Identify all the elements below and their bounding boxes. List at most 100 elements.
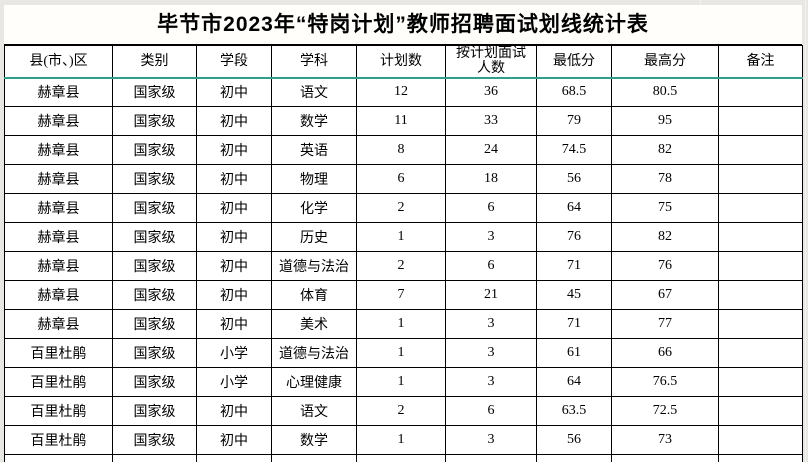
cell-plan-count[interactable]: 8 [356, 135, 446, 165]
column-header-category[interactable]: 类别 [112, 45, 197, 79]
cell-max-score[interactable]: 78 [611, 164, 719, 194]
cell-stage[interactable]: 初中 [196, 106, 272, 136]
cell-remarks[interactable] [718, 367, 803, 397]
cell-county[interactable]: 赫章县 [4, 164, 113, 194]
cell-interview-count[interactable]: 6 [445, 251, 537, 281]
cell-plan-count[interactable]: 2 [356, 251, 446, 281]
cell-subject[interactable]: 物理 [271, 164, 357, 194]
cell-category[interactable]: 国家级 [112, 396, 197, 426]
cell-plan-count[interactable]: 11 [356, 106, 446, 136]
cell-min-score[interactable]: 61 [536, 338, 612, 368]
cell-subject[interactable]: 道德与法治 [271, 251, 357, 281]
cell-county[interactable]: 赫章县 [4, 280, 113, 310]
cell-min-score[interactable]: 71 [536, 309, 612, 339]
cell-subject[interactable]: 道德与法治 [271, 338, 357, 368]
cell-plan-count[interactable]: 7 [356, 280, 446, 310]
cell-county[interactable]: 赫章县 [4, 222, 113, 252]
cell-interview-count[interactable]: 36 [445, 77, 537, 107]
cell-interview-count[interactable]: 21 [445, 280, 537, 310]
cell-stage[interactable]: 初中 [196, 280, 272, 310]
cell-subject[interactable]: 语文 [271, 77, 357, 107]
column-header-county[interactable]: 县(市、)区 [4, 45, 113, 79]
cell-county[interactable]: 百里杜鹃 [4, 425, 113, 455]
cell-subject[interactable]: 心理健康 [271, 367, 357, 397]
cell-stage[interactable]: 初中 [196, 193, 272, 223]
cell-min-score[interactable]: 64 [536, 193, 612, 223]
cell-category[interactable]: 国家级 [112, 251, 197, 281]
cell-max-score[interactable]: 76.5 [611, 367, 719, 397]
cell-stage[interactable]: 初中 [196, 77, 272, 107]
cell-plan-count[interactable]: 1 [356, 309, 446, 339]
cell-stage[interactable]: 小学 [196, 367, 272, 397]
cell-min-score[interactable]: 68.5 [536, 77, 612, 107]
cell-category[interactable]: 国家级 [112, 338, 197, 368]
cell-min-score[interactable]: 74.5 [536, 135, 612, 165]
cell-category[interactable]: 国家级 [112, 367, 197, 397]
cell-remarks[interactable] [718, 164, 803, 194]
cell-remarks[interactable] [718, 251, 803, 281]
cell-stage[interactable]: 初中 [196, 309, 272, 339]
cell-remarks[interactable] [718, 135, 803, 165]
cell-interview-count[interactable]: 3 [445, 309, 537, 339]
cell-stage[interactable]: 初中 [196, 222, 272, 252]
column-header-remarks[interactable]: 备注 [718, 45, 803, 79]
column-header-max-score[interactable]: 最高分 [611, 45, 719, 79]
cell-remarks[interactable] [718, 222, 803, 252]
cell-county[interactable]: 赫章县 [4, 251, 113, 281]
cell-subject[interactable]: 数学 [271, 425, 357, 455]
cell-max-score[interactable]: 72.5 [611, 396, 719, 426]
cell-min-score[interactable]: 64 [536, 367, 612, 397]
cell-county[interactable]: 赫章县 [4, 193, 113, 223]
cell-county[interactable]: 赫章县 [4, 135, 113, 165]
cell-interview-count[interactable]: 33 [445, 106, 537, 136]
cell-subject[interactable]: 语文 [271, 396, 357, 426]
cell-stage[interactable]: 初中 [196, 135, 272, 165]
column-header-plan-count[interactable]: 计划数 [356, 45, 446, 79]
cell-subject[interactable]: 体育 [271, 280, 357, 310]
cell-max-score[interactable]: 76 [611, 251, 719, 281]
cell-plan-count[interactable]: 1 [356, 367, 446, 397]
cell-subject[interactable]: 化学 [271, 193, 357, 223]
cell-category[interactable]: 国家级 [112, 280, 197, 310]
cell-county[interactable]: 百里杜鹃 [4, 338, 113, 368]
cell-remarks[interactable] [718, 106, 803, 136]
cell-interview-count[interactable]: 6 [445, 193, 537, 223]
cell-stage[interactable]: 初中 [196, 164, 272, 194]
cell-interview-count[interactable]: 18 [445, 164, 537, 194]
cell-plan-count[interactable]: 1 [356, 338, 446, 368]
cell-interview-count[interactable]: 6 [445, 396, 537, 426]
cell-subject[interactable]: 历史 [271, 222, 357, 252]
cell-interview-count[interactable]: 3 [445, 222, 537, 252]
cell-county[interactable]: 赫章县 [4, 309, 113, 339]
cell-subject[interactable]: 美术 [271, 309, 357, 339]
cell-plan-count[interactable]: 6 [356, 164, 446, 194]
cell-min-score[interactable]: 56 [536, 164, 612, 194]
cell-max-score[interactable]: 66 [611, 338, 719, 368]
cell-category[interactable]: 国家级 [112, 106, 197, 136]
column-header-subject[interactable]: 学科 [271, 45, 357, 79]
cell-county[interactable]: 赫章县 [4, 106, 113, 136]
cell-category[interactable]: 国家级 [112, 222, 197, 252]
cell-category[interactable]: 国家级 [112, 164, 197, 194]
cell-remarks[interactable] [718, 309, 803, 339]
cell-min-score[interactable]: 79 [536, 106, 612, 136]
cell-min-score[interactable]: 63.5 [536, 396, 612, 426]
cell-subject[interactable]: 数学 [271, 106, 357, 136]
cell-remarks[interactable] [718, 77, 803, 107]
cell-plan-count[interactable]: 2 [356, 396, 446, 426]
column-header-stage[interactable]: 学段 [196, 45, 272, 79]
cell-max-score[interactable]: 80.5 [611, 77, 719, 107]
cell-stage[interactable]: 初中 [196, 425, 272, 455]
cell-interview-count[interactable]: 24 [445, 135, 537, 165]
cell-category[interactable]: 国家级 [112, 135, 197, 165]
cell-stage[interactable]: 小学 [196, 338, 272, 368]
cell-remarks[interactable] [718, 425, 803, 455]
cell-category[interactable]: 国家级 [112, 425, 197, 455]
cell-min-score[interactable]: 56 [536, 425, 612, 455]
cell-remarks[interactable] [718, 280, 803, 310]
cell-category[interactable]: 国家级 [112, 309, 197, 339]
cell-category[interactable]: 国家级 [112, 193, 197, 223]
cell-min-score[interactable]: 76 [536, 222, 612, 252]
cell-county[interactable]: 百里杜鹃 [4, 396, 113, 426]
cell-stage[interactable]: 初中 [196, 251, 272, 281]
